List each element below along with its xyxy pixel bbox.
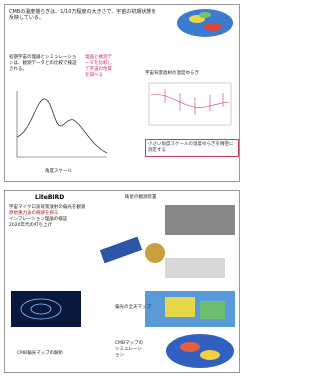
left-text: 初期宇宙の理論とシミュレーションは、観測データとの比較で検証される。 [9,55,79,73]
map-label: 偏光の全天マップ [115,305,151,311]
title: LiteBIRD [35,195,64,201]
chart-title: 宇宙背景放射の温度ゆらぎ [145,71,240,77]
sim-map [165,333,235,369]
cmb-caption: CMB偏光マップの解析 [17,351,77,357]
item: 2020年代の打ち上げ [9,223,89,229]
x-label: 角度スケール [45,169,72,175]
satellite-title: 衛星の観測装置 [125,195,157,201]
satellite [95,203,239,283]
bottom-panel: LiteBIRD 宇宙マイクロ波背景放射の偏光を観測 原始重力波の痕跡を探る イ… [4,190,240,373]
item-list: 宇宙マイクロ波背景放射の偏光を観測 原始重力波の痕跡を探る インフレーション理論… [9,205,89,229]
polar-map [145,291,235,327]
error-chart [145,81,235,129]
spectrum-chart [11,87,111,167]
intro: CMBの温度揺らぎは、1/10万程度の大きさで、宇宙の初期状態を反映している。 [9,9,159,21]
side-text: 理論と観測データを比較して宇宙の性質を調べる [85,55,115,79]
page: CMBの温度揺らぎは、1/10万程度の大きさで、宇宙の初期状態を反映している。 … [0,0,245,377]
note: 小さい角度スケールの温度ゆらぎを精密に測定する [145,139,239,157]
rings [11,291,81,327]
top-panel: CMBの温度揺らぎは、1/10万程度の大きさで、宇宙の初期状態を反映している。 … [4,4,240,182]
sim-caption: CMBマップのシミュレーション [115,341,145,359]
sky-map [175,7,235,39]
